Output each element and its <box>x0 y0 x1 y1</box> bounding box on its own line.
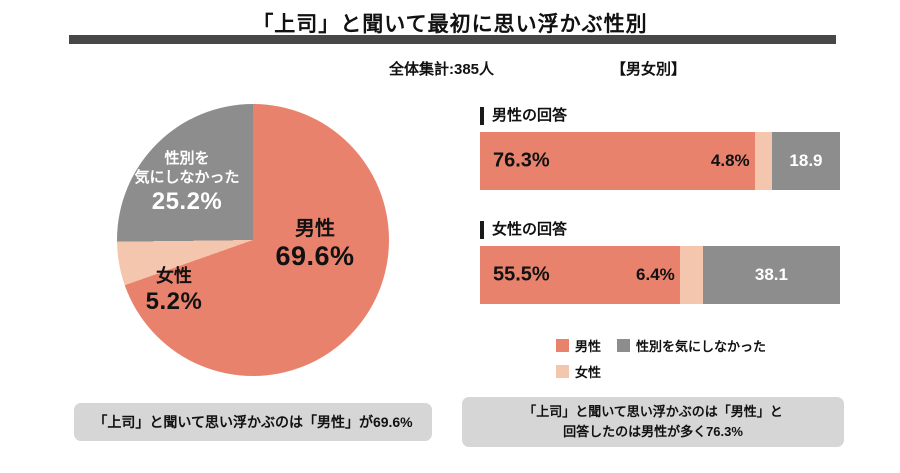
bar-segment-female: 4.8% <box>711 132 772 190</box>
title-rule <box>69 35 836 44</box>
bar-category-male-respondents: 男性の回答 <box>480 107 567 125</box>
legend-swatch-neutral <box>617 339 631 352</box>
total-count-label: 全体集計:385人 <box>389 61 495 78</box>
bar-value-male: 55.5% <box>493 263 550 286</box>
bar-value-female: 6.4% <box>636 265 675 284</box>
callout-by-gender: 「上司」と聞いて思い浮かぶのは「男性」と 回答したのは男性が多く76.3% <box>462 397 844 447</box>
bar-value-neutral: 38.1 <box>754 265 788 284</box>
page-title: 「上司」と聞いて最初に思い浮かぶ性別 <box>252 13 648 36</box>
bar-segment-neutral: 18.9 <box>771 132 840 190</box>
bar-segment-male: 76.3% <box>480 132 755 190</box>
legend-swatch-female <box>556 365 569 378</box>
legend-item-male: 男性 <box>556 336 601 355</box>
bar-value-female: 4.8% <box>710 151 750 170</box>
bar-segment-female: 6.4% <box>636 246 703 304</box>
bar-category-female-respondents: 女性の回答 <box>480 221 567 239</box>
bar-value-neutral: 18.9 <box>789 151 823 170</box>
legend-label-neutral: 性別を気にしなかった <box>636 339 767 354</box>
legend-item-neutral: 性別を気にしなかった <box>617 336 766 355</box>
pie-chart <box>117 104 389 376</box>
legend-label-male: 男性 <box>575 339 602 354</box>
legend-item-female: 女性 <box>556 362 601 381</box>
stacked-bar-female-respondents: 55.5% 6.4% 38.1 <box>480 246 840 304</box>
stacked-bar-male-respondents: 76.3% 4.8% 18.9 <box>480 132 840 190</box>
bar-value-male: 76.3% <box>493 149 550 172</box>
legend-swatch-male <box>556 339 569 352</box>
bar-segment-neutral: 38.1 <box>702 246 840 304</box>
bar-segment-male: 55.5% <box>480 246 680 304</box>
legend-label-female: 女性 <box>575 365 602 380</box>
legend: 男性 性別を気にしなかった 女性 <box>556 336 766 381</box>
section-label: 【男女別】 <box>611 61 687 78</box>
callout-overall: 「上司」と聞いて思い浮かぶのは「男性」が69.6% <box>74 403 432 441</box>
